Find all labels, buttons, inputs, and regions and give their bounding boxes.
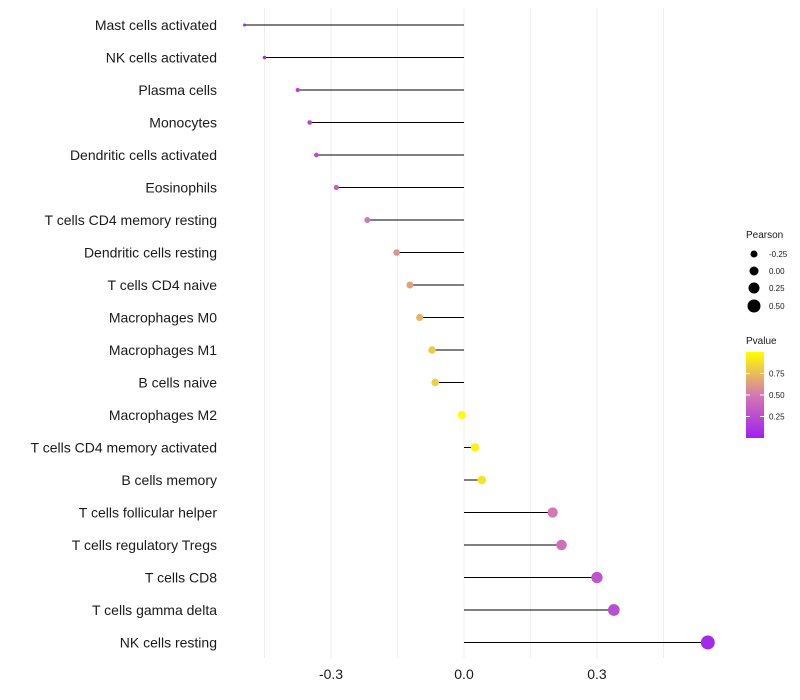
size-legend-label: 0.25	[769, 284, 785, 293]
color-bar	[746, 352, 764, 438]
y-axis-label: B cells memory	[121, 472, 217, 488]
color-legend-label: 0.75	[769, 370, 785, 379]
data-point	[607, 604, 620, 616]
y-axis-label: T cells CD4 memory resting	[45, 212, 217, 228]
size-legend-dot	[750, 250, 758, 258]
color-legend-items: 0.75 0.50 0.25	[746, 370, 785, 422]
data-point	[428, 346, 436, 354]
y-axis-label: Macrophages M0	[109, 310, 217, 326]
y-axis-label: Macrophages M2	[109, 407, 217, 423]
legend: Pearson -0.25 0.00 0.25 0.50 Pvalue 0.75 0.5…	[746, 230, 788, 438]
data-point	[591, 571, 603, 584]
data-point	[262, 55, 267, 60]
data-point	[431, 378, 439, 387]
x-axis-tick-label: 0.0	[454, 666, 474, 682]
data-point	[470, 443, 480, 452]
data-point	[416, 313, 424, 322]
y-axis-label: T cells follicular helper	[79, 505, 218, 521]
y-axis-label: NK cells resting	[120, 635, 217, 651]
y-axis-label: Eosinophils	[145, 180, 217, 196]
data-point	[295, 87, 300, 93]
y-axis-label: Mast cells activated	[95, 17, 217, 33]
y-axis-label: Macrophages M1	[109, 342, 217, 358]
size-legend-dot	[749, 266, 759, 276]
y-axis-label: T cells CD4 naive	[108, 277, 218, 293]
y-axis-label: T cells CD8	[145, 570, 217, 586]
y-axis-label: T cells regulatory Tregs	[72, 537, 217, 553]
data-point	[406, 281, 414, 289]
color-legend-label: 0.25	[769, 413, 785, 422]
data-point	[364, 217, 371, 223]
data-point	[556, 539, 567, 551]
data-point	[393, 249, 400, 256]
y-axis-label: Monocytes	[149, 115, 217, 131]
data-point	[477, 475, 487, 485]
y-axis-label: B cells naive	[138, 375, 217, 391]
size-legend-dot	[748, 282, 760, 294]
points	[243, 23, 715, 650]
grid-lines	[264, 8, 664, 658]
y-axis-labels: Mast cells activated NK cells activated Pl…	[31, 17, 218, 651]
size-legend-items: -0.25 0.00 0.25 0.50	[747, 250, 788, 313]
x-axis-tick-label: 0.3	[587, 666, 607, 682]
size-legend-label: -0.25	[769, 250, 788, 259]
stems	[244, 24, 708, 643]
data-point	[457, 410, 466, 420]
data-point	[243, 23, 247, 27]
size-legend-dot	[747, 299, 761, 313]
size-legend-title: Pearson	[746, 230, 783, 241]
y-axis-label: NK cells activated	[106, 50, 217, 66]
y-axis-label: T cells gamma delta	[92, 602, 217, 618]
size-legend-label: 0.50	[769, 302, 785, 311]
data-point	[314, 152, 319, 158]
y-axis-label: T cells CD4 memory activated	[31, 440, 217, 456]
size-legend-label: 0.00	[769, 267, 785, 276]
data-point	[700, 635, 715, 650]
x-axis-tick-label: -0.3	[319, 666, 343, 682]
data-point	[307, 120, 313, 125]
data-point	[547, 507, 558, 518]
data-point	[333, 184, 339, 191]
color-legend-title: Pvalue	[746, 336, 777, 347]
x-axis-ticks: -0.3 0.0 0.3	[319, 666, 607, 682]
y-axis-label: Plasma cells	[138, 82, 217, 98]
y-axis-label: Dendritic cells resting	[84, 245, 217, 261]
y-axis-label: Dendritic cells activated	[70, 147, 217, 163]
color-legend-label: 0.50	[769, 391, 785, 400]
